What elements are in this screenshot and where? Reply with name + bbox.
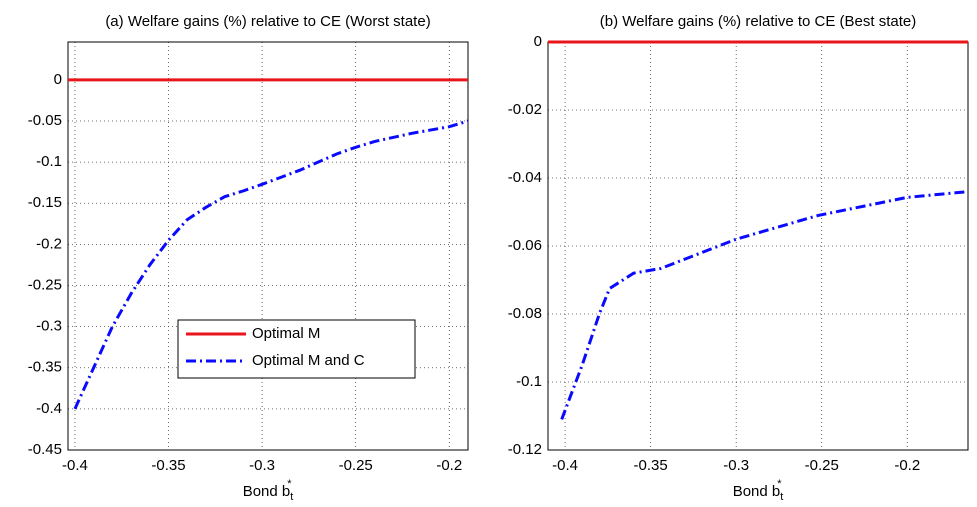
x-axis-label-sup: *: [287, 478, 292, 490]
y-tick-label: 0: [534, 33, 542, 50]
y-tick-label: -0.25: [28, 276, 62, 293]
x-axis-label: Bond bt*: [733, 478, 784, 503]
y-tick-label: -0.02: [508, 101, 542, 118]
y-tick-label: -0.08: [508, 305, 542, 322]
legend-box: [177, 319, 416, 379]
y-tick-label: -0.1: [36, 153, 62, 170]
x-tick-label: -0.25: [805, 457, 839, 474]
x-axis-label-sub: t: [290, 491, 293, 503]
legend-label: Optimal M: [252, 325, 320, 342]
y-tick-label: -0.35: [28, 359, 62, 376]
y-tick-label: -0.2: [36, 235, 62, 252]
y-tick-label: -0.4: [36, 400, 62, 417]
y-tick-label: -0.3: [36, 318, 62, 335]
x-axis-label-main: Bond b: [733, 483, 781, 500]
x-axis-label-main: Bond b: [243, 483, 291, 500]
y-tick-label: 0: [54, 71, 62, 88]
x-tick-label: -0.2: [894, 457, 920, 474]
y-tick-label: -0.1: [516, 373, 542, 390]
y-tick-label: -0.45: [28, 441, 62, 458]
x-tick-label: -0.35: [151, 457, 185, 474]
x-tick-label: -0.3: [723, 457, 749, 474]
y-tick-label: -0.05: [28, 112, 62, 129]
x-tick-label: -0.35: [634, 457, 668, 474]
y-tick-label: -0.12: [508, 441, 542, 458]
series-line: [73, 119, 469, 410]
x-axis-label: Bond bt*: [243, 478, 294, 503]
x-tick-label: -0.3: [249, 457, 275, 474]
x-axis-label-sub: t: [780, 491, 783, 503]
plot-frame: [67, 41, 469, 451]
chart-title: (a) Welfare gains (%) relative to CE (Wo…: [105, 13, 430, 30]
legend-label: Optimal M and C: [252, 352, 365, 369]
x-tick-label: -0.4: [62, 457, 88, 474]
series-line: [560, 190, 969, 420]
y-tick-label: -0.06: [508, 237, 542, 254]
x-axis-label-sup: *: [777, 478, 782, 490]
x-tick-label: -0.25: [339, 457, 373, 474]
x-tick-label: -0.4: [552, 457, 578, 474]
chart-title: (b) Welfare gains (%) relative to CE (Be…: [600, 13, 917, 30]
y-tick-label: -0.04: [508, 169, 542, 186]
x-tick-label: -0.2: [436, 457, 462, 474]
y-tick-label: -0.15: [28, 194, 62, 211]
